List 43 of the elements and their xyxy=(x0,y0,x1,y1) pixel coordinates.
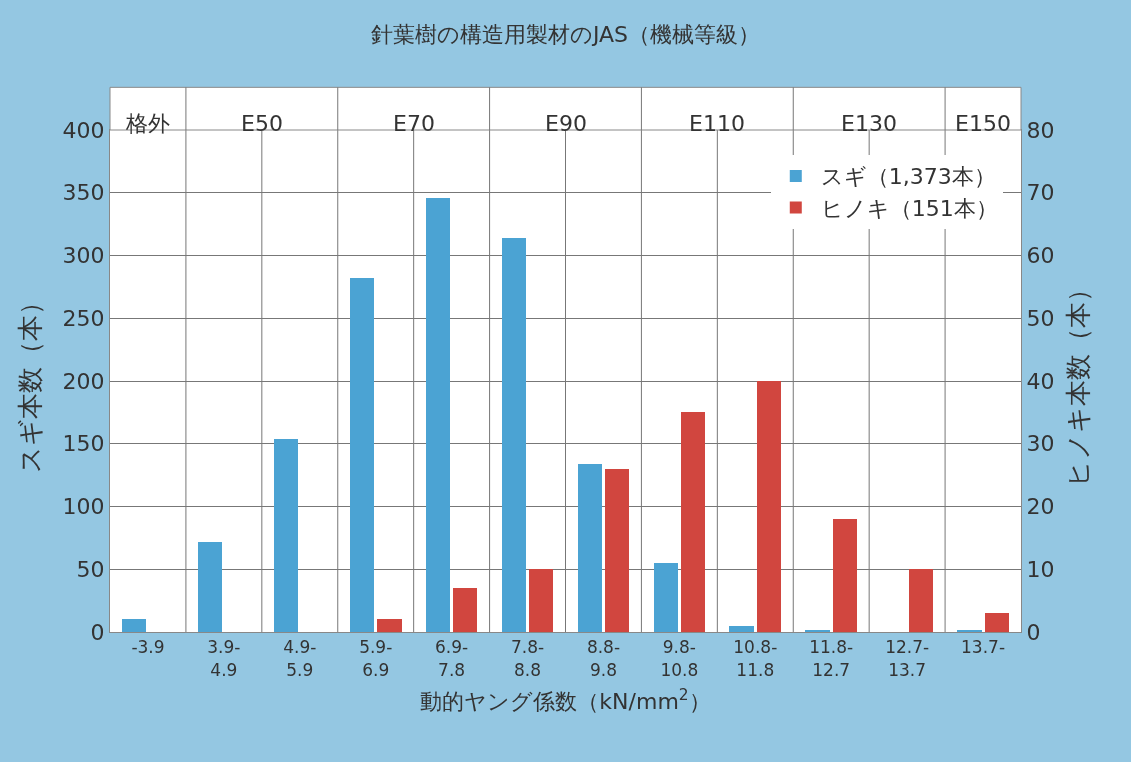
x-tick-label: 10.8-11.8 xyxy=(733,637,778,680)
x-tick-label: 4.9-5.9 xyxy=(283,637,317,680)
x-tick-label: 3.9-4.9 xyxy=(207,637,241,680)
legend-label: スギ（1,373本） xyxy=(820,164,996,190)
y-tick-label: 350 xyxy=(62,180,105,206)
annotation: 格外 xyxy=(125,111,170,136)
chart-title: 針葉樹の構造用製材のJAS（機械等級） xyxy=(370,22,761,48)
x-tick-label: 6.9-7.8 xyxy=(435,637,469,680)
y2-tick-label: 10 xyxy=(1026,556,1055,582)
y2-tick-label: 0 xyxy=(1026,619,1041,645)
y-tick-label: 250 xyxy=(62,305,105,331)
x-tick-label: 12.7-13.7 xyxy=(885,637,930,680)
y2-tick-label: 20 xyxy=(1026,494,1055,520)
x-tick-label: 11.8-12.7 xyxy=(809,637,854,680)
x-tick-label: -3.9 xyxy=(131,637,165,658)
x-axis-title: 動的ヤング係数（kN/mm$^{2}$） xyxy=(420,686,711,715)
y2-tick-label: 80 xyxy=(1026,117,1055,143)
annotation: E110 xyxy=(689,111,745,136)
annotation: E90 xyxy=(545,111,587,136)
annotation: E130 xyxy=(841,111,897,136)
y2-axis-title: ヒノキ本数（本） xyxy=(1063,275,1094,487)
y2-tick-label: 30 xyxy=(1026,431,1055,457)
y-tick-label: 400 xyxy=(62,117,105,143)
annotation: E50 xyxy=(241,111,283,136)
annotation: E150 xyxy=(955,111,1011,136)
x-tick-label: 7.8-8.8 xyxy=(510,637,545,680)
legend-label: ヒノキ（151本） xyxy=(820,196,998,222)
y-tick-label: 200 xyxy=(62,368,105,394)
y2-tick-label: 70 xyxy=(1026,180,1055,206)
x-tick-label: 8.8-9.8 xyxy=(586,637,621,680)
x-tick-label: 13.7- xyxy=(961,637,1006,658)
x-tick-label: 9.8-10.8 xyxy=(660,637,699,680)
y-tick-label: 50 xyxy=(76,556,105,582)
y-tick-label: 100 xyxy=(62,494,105,520)
y2-tick-label: 50 xyxy=(1026,305,1055,331)
x-tick-label: 5.9-6.9 xyxy=(359,637,393,680)
y2-tick-label: 60 xyxy=(1026,243,1055,269)
annotation: E70 xyxy=(393,111,435,136)
y-axis-title: スギ本数（本） xyxy=(15,289,45,473)
y2-tick-label: 40 xyxy=(1026,368,1055,394)
y-tick-label: 300 xyxy=(62,243,105,269)
y-tick-label: 0 xyxy=(90,619,105,645)
y-tick-label: 150 xyxy=(62,431,105,457)
